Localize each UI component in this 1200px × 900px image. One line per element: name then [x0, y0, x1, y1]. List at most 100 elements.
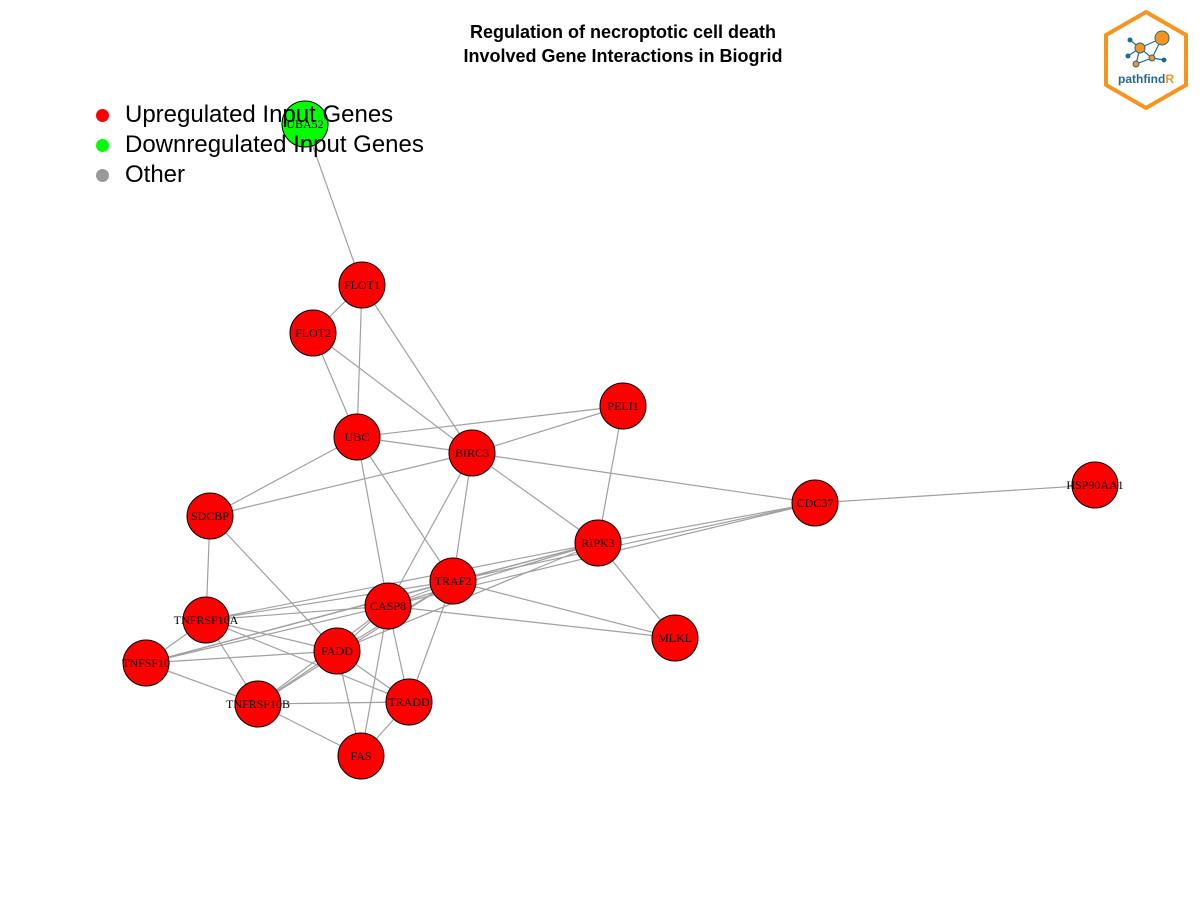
- node-label-ripk3: RIPK3: [581, 536, 614, 550]
- node-ripk3: RIPK3: [574, 519, 622, 567]
- node-circle-tnfrsf10b: [234, 680, 282, 728]
- title-line-2: Involved Gene Interactions in Biogrid: [463, 46, 783, 66]
- edge-sdcbp-fadd: [209, 515, 338, 652]
- edge-cdc37-ripk3: [597, 502, 816, 544]
- node-circle-ubc: [333, 413, 381, 461]
- edge-traf2-tnfrsf10a: [205, 580, 454, 621]
- node-label-ubc: UBC: [345, 430, 370, 444]
- edge-cdc37-traf2: [452, 502, 816, 582]
- node-circle-mlkl: [651, 614, 699, 662]
- node-circle-fas: [337, 732, 385, 780]
- node-label-tnfrsf10a: TNFRSF10A: [174, 613, 239, 627]
- node-label-flot2: FLOT2: [295, 326, 331, 340]
- node-uba52: UBA52: [281, 100, 329, 148]
- node-ubc: UBC: [333, 413, 381, 461]
- edge-flot2-birc3: [312, 332, 473, 454]
- edge-ubc-casp8: [356, 436, 389, 607]
- edge-ripk3-tnfrsf10a: [205, 542, 599, 621]
- node-circle-tradd: [385, 678, 433, 726]
- node-label-fas: FAS: [350, 749, 371, 763]
- node-sdcbp: SDCBP: [186, 492, 234, 540]
- node-fas: FAS: [337, 732, 385, 780]
- node-flot2: FLOT2: [289, 309, 337, 357]
- node-label-sdcbp: SDCBP: [191, 509, 229, 523]
- edge-cdc37-hsp90aa1: [814, 484, 1096, 504]
- node-circle-tnfsf10: [122, 639, 170, 687]
- node-cdc37: CDC37: [791, 479, 839, 527]
- node-tradd: TRADD: [385, 678, 433, 726]
- node-label-mlkl: MLKL: [658, 631, 692, 645]
- edge-layer: [145, 123, 1096, 757]
- node-circle-uba52: [281, 100, 329, 148]
- logo-text-main: pathfind: [1118, 72, 1165, 86]
- edge-ripk3-casp8: [387, 542, 599, 607]
- legend-item-other: Other: [96, 160, 424, 190]
- pathfindr-logo: pathfindR: [1104, 9, 1188, 111]
- node-traf2: TRAF2: [429, 557, 477, 605]
- node-circle-hsp90aa1: [1071, 461, 1119, 509]
- node-tnfrsf10b: TNFRSF10B: [226, 680, 290, 728]
- node-mlkl: MLKL: [651, 614, 699, 662]
- node-label-tnfrsf10b: TNFRSF10B: [226, 697, 290, 711]
- legend-item-upregulated: Upregulated Input Genes: [96, 100, 424, 130]
- node-tnfrsf10a: TNFRSF10A: [174, 596, 239, 644]
- edge-peli1-birc3: [471, 405, 624, 454]
- node-circle-flot2: [289, 309, 337, 357]
- edge-tnfrsf10b-tradd: [257, 701, 410, 705]
- node-label-fadd: FADD: [321, 644, 353, 658]
- node-hsp90aa1: HSP90AA1: [1066, 461, 1124, 509]
- node-label-casp8: CASP8: [370, 599, 406, 613]
- logo-text-accent: R: [1165, 72, 1174, 86]
- node-circle-sdcbp: [186, 492, 234, 540]
- edge-casp8-mlkl: [387, 605, 676, 639]
- node-circle-birc3: [448, 429, 496, 477]
- edge-uba52-flot1: [304, 123, 363, 286]
- edge-birc3-casp8: [387, 452, 473, 607]
- edge-casp8-fas: [360, 605, 389, 757]
- legend-label-other: Other: [125, 161, 186, 188]
- logo-text: pathfindR: [1118, 72, 1174, 86]
- node-label-peli1: PELI1: [607, 399, 638, 413]
- diagram-title: Regulation of necroptotic cell death Inv…: [0, 20, 1200, 68]
- edge-tnfrsf10a-tradd: [205, 619, 410, 703]
- node-label-birc3: BIRC3: [455, 446, 489, 460]
- node-peli1: PELI1: [599, 382, 647, 430]
- title-line-1: Regulation of necroptotic cell death: [469, 22, 777, 42]
- edge-ubc-peli1: [356, 405, 624, 438]
- edge-casp8-tnfrsf10a: [205, 605, 389, 621]
- edge-traf2-mlkl: [452, 580, 676, 639]
- node-circle-peli1: [599, 382, 647, 430]
- legend-label-downregulated: Downregulated Input Genes: [125, 131, 424, 158]
- node-label-tradd: TRADD: [388, 695, 430, 709]
- node-circle-cdc37: [791, 479, 839, 527]
- legend-label-upregulated: Upregulated Input Genes: [125, 101, 394, 128]
- node-label-tnfsf10: TNFSF10: [122, 656, 170, 670]
- node-circle-casp8: [364, 582, 412, 630]
- edge-flot1-birc3: [361, 284, 473, 454]
- node-label-uba52: UBA52: [286, 117, 323, 131]
- node-circle-flot1: [338, 261, 386, 309]
- node-flot1: FLOT1: [338, 261, 386, 309]
- legend-dot-upregulated: [96, 108, 109, 122]
- edge-tnfsf10-fadd: [145, 650, 338, 664]
- node-label-hsp90aa1: HSP90AA1: [1066, 478, 1123, 492]
- node-circle-traf2: [429, 557, 477, 605]
- legend-item-downregulated: Downregulated Input Genes: [96, 130, 424, 160]
- node-circle-tnfrsf10a: [182, 596, 230, 644]
- node-layer: UBA52 FLOT1 FLOT2 PELI1 UBC BIRC3 CDC37 HSP90AA…: [122, 100, 1124, 780]
- node-tnfsf10: TNFSF10: [122, 639, 170, 687]
- legend: Upregulated Input Genes Downregulated In…: [96, 100, 424, 190]
- edge-birc3-cdc37: [471, 452, 816, 504]
- edge-ubc-traf2: [356, 436, 454, 582]
- node-casp8: CASP8: [364, 582, 412, 630]
- legend-dot-downregulated: [96, 138, 109, 152]
- node-fadd: FADD: [313, 627, 361, 675]
- node-circle-fadd: [313, 627, 361, 675]
- edge-birc3-sdcbp: [209, 452, 473, 517]
- legend-dot-other: [96, 168, 109, 182]
- edge-ubc-sdcbp: [209, 436, 358, 517]
- node-label-cdc37: CDC37: [797, 496, 834, 510]
- node-birc3: BIRC3: [448, 429, 496, 477]
- edge-flot1-ubc: [356, 284, 363, 438]
